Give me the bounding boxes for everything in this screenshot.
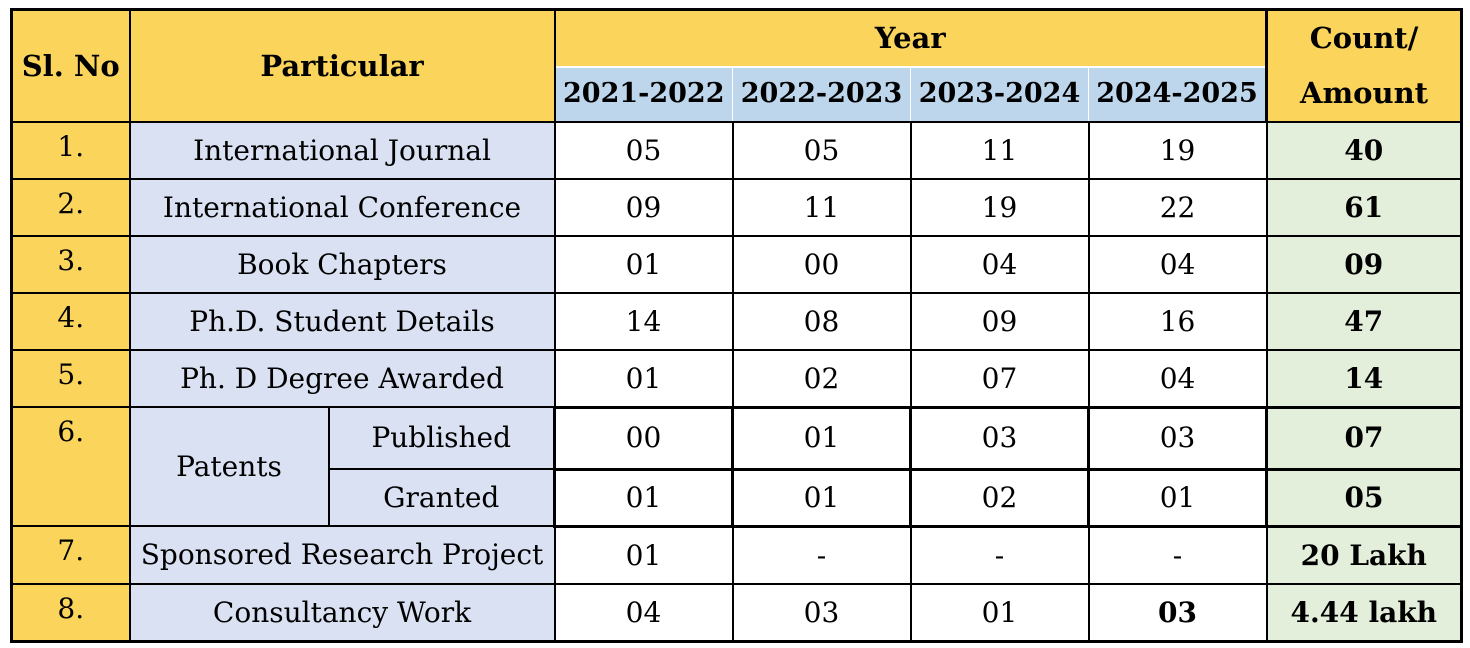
cell-value: 01 — [553, 235, 734, 295]
cell-sl: 4. — [10, 292, 131, 352]
cell-count: 47 — [1265, 292, 1463, 352]
cell-value: 01 — [553, 467, 734, 528]
summary-table: Sl. No Particular Year Count/Amount 2021… — [10, 8, 1464, 643]
table-row: 8. Consultancy Work 04 03 01 03 4.44 lak… — [10, 583, 1463, 643]
cell-value: 00 — [553, 405, 734, 471]
cell-value: 03 — [1087, 583, 1268, 643]
cell-value: 05 — [731, 121, 912, 181]
cell-value: 01 — [909, 583, 1090, 643]
cell-particular-patents: Patents — [128, 406, 330, 528]
cell-value: 01 — [553, 349, 734, 409]
cell-value: 19 — [1087, 121, 1268, 181]
cell-particular: Sponsored Research Project — [128, 525, 556, 586]
cell-particular: Ph.D. Student Details — [128, 292, 556, 352]
header-year-2024-2025: 2024-2025 — [1087, 65, 1268, 124]
cell-particular: Book Chapters — [128, 235, 556, 295]
cell-value: 08 — [731, 292, 912, 352]
header-year-2022-2023: 2022-2023 — [732, 65, 911, 124]
cell-value: 04 — [553, 583, 734, 643]
cell-sl: 1. — [10, 121, 131, 181]
cell-value: 02 — [909, 467, 1090, 528]
cell-particular: International Journal — [128, 121, 556, 181]
cell-sl: 2. — [10, 178, 131, 238]
cell-value: 02 — [731, 349, 912, 409]
cell-count: 4.44 lakh — [1265, 583, 1463, 643]
cell-value: 04 — [1087, 349, 1268, 409]
cell-particular: Consultancy Work — [128, 583, 556, 643]
cell-count: 05 — [1265, 467, 1464, 528]
cell-sub-label: Granted — [327, 468, 556, 528]
table-row: 1. International Journal 05 05 11 19 40 — [10, 121, 1463, 181]
cell-value: - — [1087, 525, 1268, 586]
cell-value: 01 — [731, 467, 912, 528]
header-particular: Particular — [128, 8, 556, 124]
cell-value: 11 — [909, 121, 1090, 181]
cell-sl: 5. — [10, 349, 131, 409]
cell-particular: International Conference — [128, 178, 556, 238]
cell-value: 19 — [909, 178, 1090, 238]
cell-count: 09 — [1265, 235, 1463, 295]
table-row: 5. Ph. D Degree Awarded 01 02 07 04 14 — [10, 349, 1463, 409]
table-row: 3. Book Chapters 01 00 04 04 09 — [10, 235, 1463, 295]
cell-value: - — [731, 525, 912, 586]
cell-value: - — [909, 525, 1090, 586]
cell-sl: 3. — [10, 235, 131, 295]
cell-value: 16 — [1087, 292, 1268, 352]
cell-value: 11 — [731, 178, 912, 238]
header-count-line1: Count/ — [1309, 21, 1419, 55]
cell-count: 07 — [1265, 405, 1464, 471]
header-year-group: Year — [553, 8, 1268, 68]
cell-value: 01 — [731, 405, 912, 471]
cell-value: 03 — [731, 583, 912, 643]
table-row: 6. Patents Published 00 01 03 03 07 — [10, 405, 1464, 528]
cell-sub-label: Published — [327, 406, 556, 471]
table-row: Granted 01 01 02 01 05 — [12, 467, 1464, 528]
cell-value: 09 — [553, 178, 734, 238]
cell-value: 04 — [909, 235, 1090, 295]
header-year-2021-2022: 2021-2022 — [554, 65, 733, 124]
table-row: 2. International Conference 09 11 19 22 … — [10, 178, 1463, 238]
cell-count: 14 — [1265, 349, 1463, 409]
cell-count: 20 Lakh — [1265, 525, 1463, 586]
cell-count: 61 — [1265, 178, 1463, 238]
cell-value: 00 — [731, 235, 912, 295]
header-count-line2: Amount — [1299, 76, 1429, 111]
cell-value: 05 — [553, 121, 734, 181]
cell-sl: 7. — [10, 525, 131, 586]
cell-value: 14 — [553, 292, 734, 352]
table-row: 7. Sponsored Research Project 01 - - - 2… — [10, 525, 1463, 586]
cell-value: 03 — [1086, 405, 1269, 471]
header-count-amount: Count/Amount — [1265, 8, 1463, 124]
cell-value: 07 — [909, 349, 1090, 409]
cell-particular: Ph. D Degree Awarded — [128, 349, 556, 409]
cell-value: 01 — [1086, 467, 1269, 528]
cell-value: 04 — [1087, 235, 1268, 295]
page: Sl. No Particular Year Count/Amount 2021… — [10, 8, 1464, 643]
header-year-2023-2024: 2023-2024 — [910, 65, 1089, 124]
cell-value: 22 — [1087, 178, 1268, 238]
cell-sl: 6. — [10, 406, 131, 528]
cell-value: 09 — [909, 292, 1090, 352]
cell-sl: 8. — [10, 583, 131, 643]
cell-count: 40 — [1265, 121, 1463, 181]
cell-value: 03 — [909, 405, 1090, 471]
table-row: 4. Ph.D. Student Details 14 08 09 16 47 — [10, 292, 1463, 352]
header-sl-no: Sl. No — [10, 8, 131, 124]
cell-value: 01 — [553, 525, 734, 586]
